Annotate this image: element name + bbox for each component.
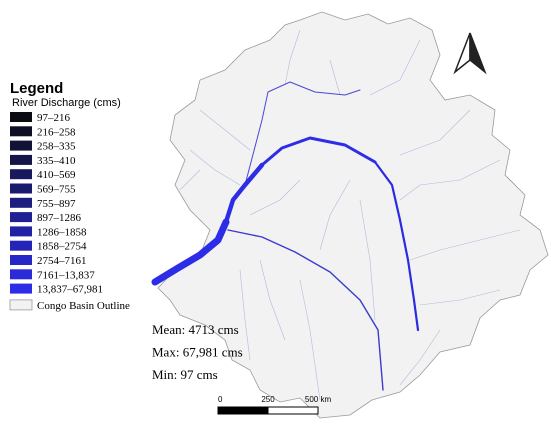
legend-swatch	[10, 269, 32, 280]
statistics: Mean: 4713 cms Max: 67,981 cms Min: 97 cms	[152, 322, 243, 382]
legend-title: Legend	[10, 80, 63, 97]
legend-label: 7161–13,837	[37, 269, 95, 281]
legend-label: Congo Basin Outline	[37, 300, 130, 312]
legend-swatch	[10, 154, 32, 165]
legend-label: 1286–1858	[37, 226, 87, 238]
north-arrow	[453, 32, 487, 75]
scale-segment	[267, 406, 319, 415]
scale-label: 250	[261, 395, 275, 404]
legend-swatch	[10, 197, 32, 208]
legend-label: 258–335	[37, 141, 76, 153]
legend: Legend River Discharge (cms) 97–216 216–2…	[9, 80, 130, 312]
legend-label: 216–258	[37, 126, 76, 138]
legend-swatch	[10, 169, 32, 180]
legend-label: 335–410	[37, 155, 76, 167]
legend-swatch	[10, 283, 32, 294]
scale-segment	[217, 406, 269, 415]
statistic: Min: 97 cms	[152, 367, 218, 382]
legend-swatch	[10, 112, 32, 122]
legend-label: 755–897	[37, 198, 76, 210]
major-rivers	[151, 81, 420, 391]
legend-label: 897–1286	[37, 212, 82, 224]
legend-subtitle: River Discharge (cms)	[12, 97, 121, 109]
scale-label: 500 km	[305, 395, 332, 404]
basin-outline	[157, 11, 549, 419]
legend-swatch	[10, 226, 32, 237]
scale-bar: 0 250 500 km	[217, 395, 332, 415]
scale-label: 0	[218, 395, 223, 404]
legend-swatch	[10, 126, 32, 137]
legend-label: 97–216	[37, 112, 71, 124]
legend-swatch	[10, 183, 32, 194]
legend-label: 13,837–67,981	[37, 284, 103, 296]
legend-label: 410–569	[37, 169, 76, 181]
legend-label: 1858–2754	[37, 241, 87, 253]
legend-swatch	[9, 299, 33, 311]
legend-label: 2754–7161	[37, 255, 87, 267]
statistic: Mean: 4713 cms	[152, 322, 239, 337]
legend-swatch	[10, 255, 32, 265]
legend-label: 569–755	[37, 184, 76, 196]
statistic: Max: 67,981 cms	[152, 345, 243, 360]
legend-swatch	[10, 240, 32, 251]
legend-swatch	[10, 140, 32, 151]
legend-swatch	[10, 212, 32, 223]
minor-rivers	[179, 29, 521, 401]
